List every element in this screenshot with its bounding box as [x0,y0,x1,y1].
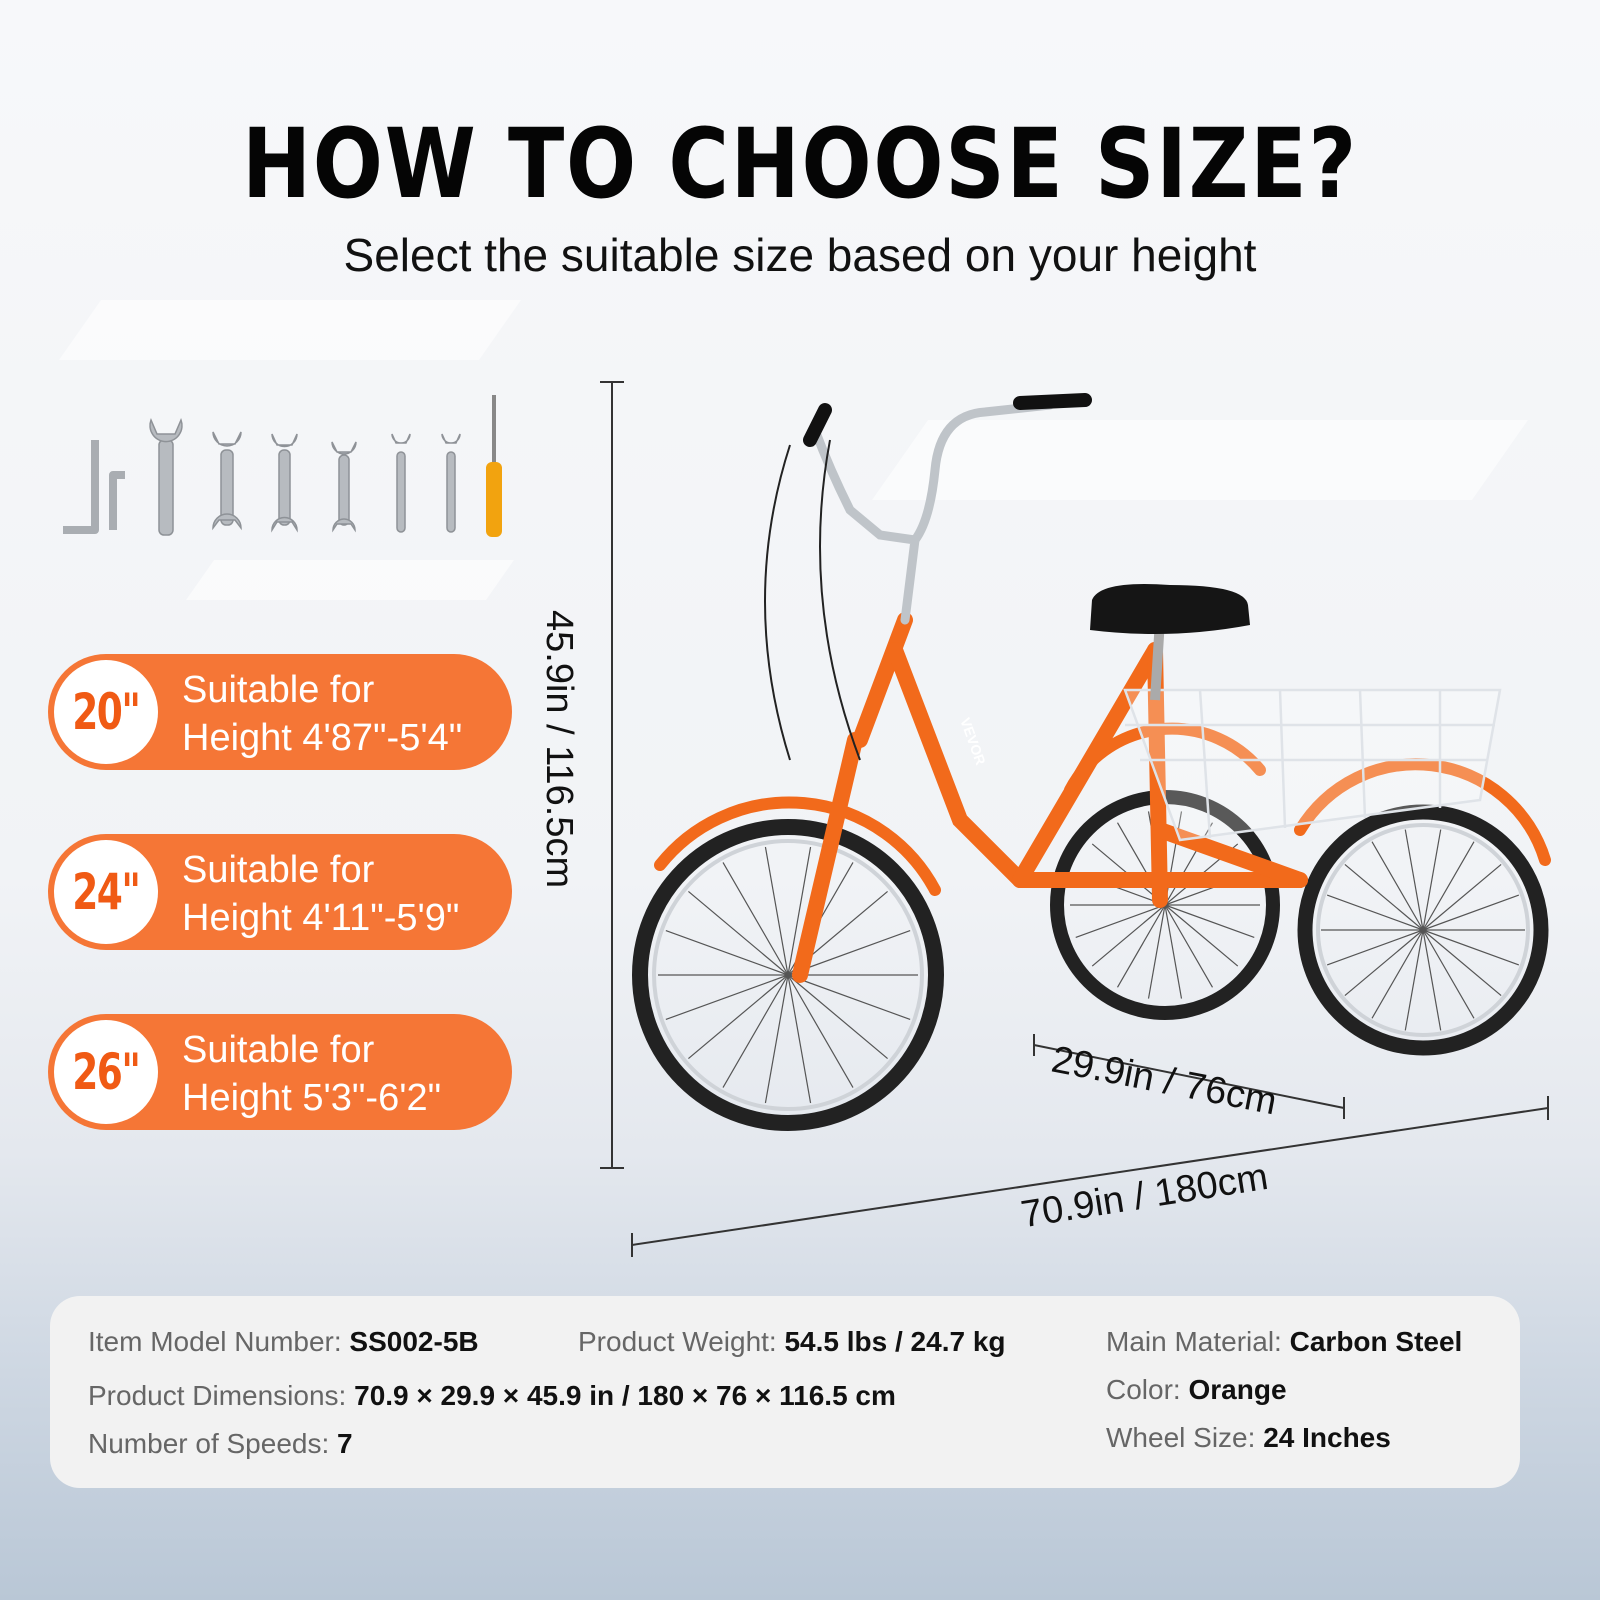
spoke [1091,904,1166,967]
spoke [1371,841,1424,931]
spoke [1147,904,1166,999]
size-option-20: 20" Suitable for Height 4'87"-5'4" [48,654,512,770]
spoke [787,974,888,1060]
size-option-24: 24" Suitable for Height 4'11"-5'9" [48,834,512,950]
spec-wheel-size: Wheel Size: 24 Inches [1106,1422,1391,1453]
spoke [1422,863,1502,931]
spoke [665,974,789,1021]
screwdriver-icon [486,395,502,537]
spoke [1371,929,1424,1019]
spoke [1404,929,1424,1031]
size-line1: Suitable for [182,669,375,711]
tools-illustration [63,395,502,537]
dimension-lines [600,381,1549,1257]
specifications-panel: Item Model Number: SS002-5B Product Weig… [50,1296,1520,1488]
seat [1090,584,1250,634]
height-dimension-label: 45.9in / 116.5cm [538,610,580,889]
tricycle-illustration: VEVOR [600,381,1551,1257]
spec-material: Main Material: Carbon Steel [1106,1326,1463,1357]
brand-logo: VEVOR [957,716,989,768]
size-badge: 26" [54,1020,158,1124]
spoke [1326,894,1424,931]
spoke [764,846,789,976]
wrench-icon [441,433,461,533]
spoke [1422,929,1475,1019]
spoke [1422,929,1520,966]
spec-weight: Product Weight: 54.5 lbs / 24.7 kg [578,1326,1006,1357]
size-height-range: Height 5'3"-6'2" [182,1077,442,1119]
spoke [787,974,911,1021]
left-grip [803,403,832,447]
page-title: HOW TO CHOOSE SIZE? [241,108,1358,220]
spoke [722,862,789,976]
size-value: 20" [72,683,141,741]
spoke [1422,929,1502,997]
spoke [1344,863,1424,931]
wrench-icon [391,433,411,533]
size-value: 24" [72,863,141,921]
spoke [1326,929,1424,966]
spoke [1116,904,1166,988]
spoke [1344,929,1424,997]
spoke [787,974,854,1088]
spoke [764,974,789,1104]
spoke [1075,904,1166,939]
size-option-26: 26" Suitable for Height 5'3"-6'2" [48,1014,512,1130]
wrench-icon [331,441,357,533]
spoke [1422,929,1442,1031]
spoke [1164,904,1214,988]
spec-dimensions: Product Dimensions: 70.9 × 29.9 × 45.9 i… [88,1380,896,1411]
spoke [787,974,812,1104]
front-wheel [632,819,944,1131]
size-height-range: Height 4'87"-5'4" [182,717,463,759]
size-line1: Suitable for [182,1029,375,1071]
spoke [1422,894,1520,931]
size-line1: Suitable for [182,849,375,891]
spoke [1164,904,1255,939]
size-height-range: Height 4'11"-5'9" [182,897,460,939]
spoke [688,890,789,976]
spoke [1164,904,1239,967]
wrench-icon [149,417,183,536]
spoke [1422,829,1442,931]
handlebar [810,400,1055,625]
size-badge: 24" [54,840,158,944]
size-value: 26" [72,1043,141,1101]
spoke [1164,904,1183,999]
wrench-icon [212,431,242,531]
spoke [722,974,789,1088]
wrench-icon [271,433,298,533]
spoke [688,974,789,1060]
front-fender [654,796,941,896]
spec-model: Item Model Number: SS002-5B [88,1326,479,1357]
rear-right-wheel [1297,804,1549,1056]
rear-fender [1294,758,1551,866]
spoke [1404,829,1424,931]
right-grip [1013,393,1092,410]
spoke [787,846,812,976]
spec-color: Color: Orange [1106,1374,1287,1405]
hex-key-icon [63,440,125,534]
spoke [1422,841,1475,931]
rear-basket [1123,688,1502,842]
size-badge: 20" [54,660,158,764]
spoke [665,929,789,976]
brake-cable [764,439,861,761]
page-subtitle: Select the suitable size based on your h… [343,229,1257,281]
spec-speeds: Number of Speeds: 7 [88,1428,353,1459]
